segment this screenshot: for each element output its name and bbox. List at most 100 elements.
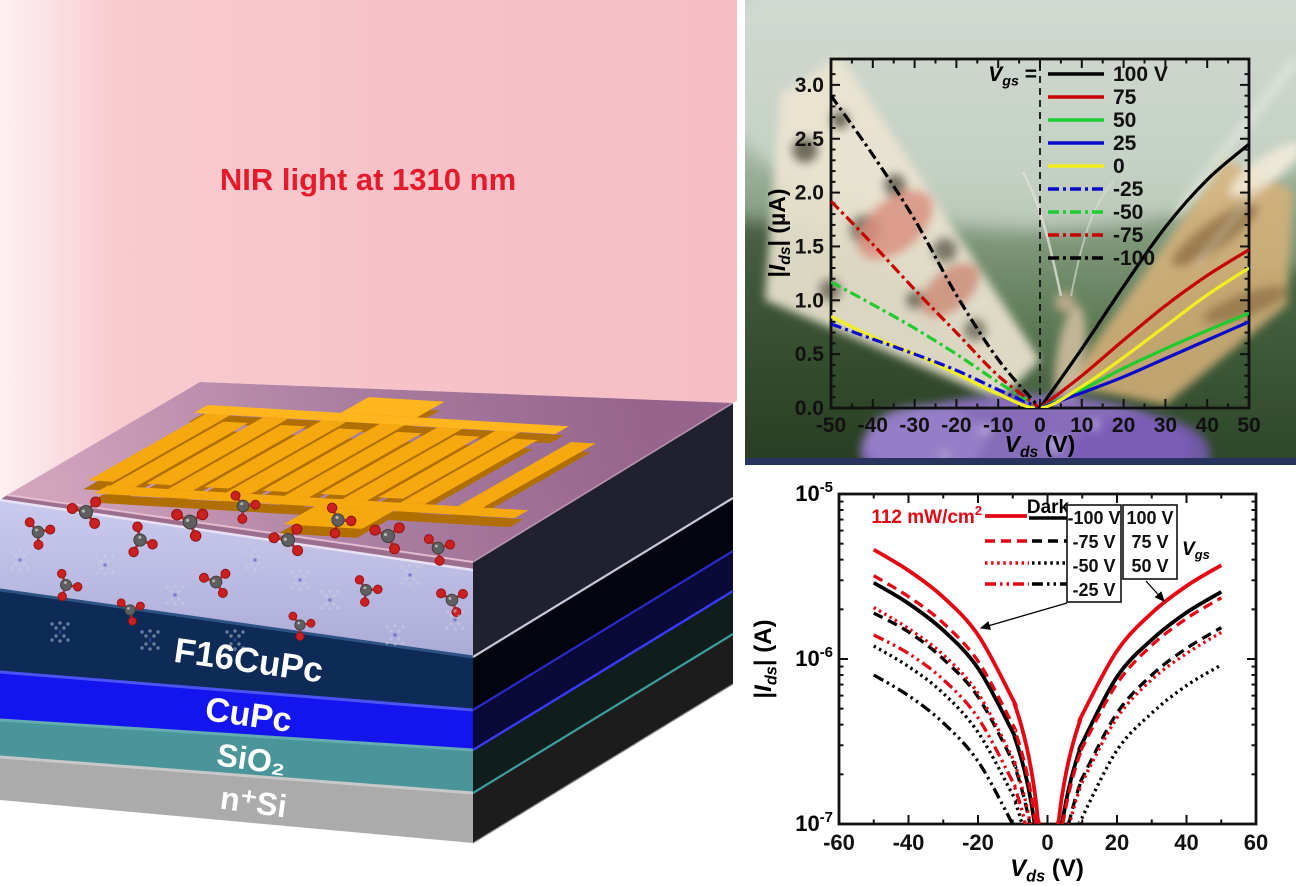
legend-entry-label: 75 bbox=[1113, 86, 1137, 109]
electrodes bbox=[88, 397, 596, 529]
y-tick-label: 1.0 bbox=[795, 289, 824, 312]
co2-molecule-icon bbox=[198, 568, 231, 598]
x-tick-label: 20 bbox=[1112, 414, 1135, 437]
butterfly-left-wing bbox=[765, 55, 1040, 400]
x-tick-label: -60 bbox=[823, 830, 855, 855]
x-axis-label: Vds (V) bbox=[1010, 855, 1084, 885]
x-tick-label: 0 bbox=[1041, 830, 1053, 855]
device-schematic-panel: NIR light at 1310 nm bbox=[0, 0, 737, 844]
x-axis-label: Vds (V) bbox=[1005, 431, 1076, 461]
electrode-finger bbox=[226, 428, 364, 494]
curves bbox=[872, 548, 1223, 824]
y-tick-label: 2.0 bbox=[795, 182, 824, 205]
dark-vs-light-chart: -60 -40 -20 0 20 40 60 10-5 10-6 10-7 Vds (V) |Ids|… bbox=[745, 465, 1296, 886]
y-tick-label: 10-5 bbox=[795, 479, 833, 506]
curve-vgs-25 bbox=[1039, 320, 1249, 408]
y-tick-label: 2.5 bbox=[795, 128, 825, 151]
x-tick-label: 40 bbox=[1196, 414, 1219, 437]
co2-molecule-icon bbox=[423, 534, 455, 566]
annotation-arrow bbox=[979, 602, 1068, 630]
organic-molecule-icon bbox=[95, 554, 115, 576]
x-tick-label: 50 bbox=[1237, 414, 1260, 437]
nir-beam bbox=[0, 0, 737, 499]
gate-axis-label: Vgs bbox=[1182, 539, 1210, 562]
x-tick-label: 30 bbox=[1154, 414, 1177, 437]
organic-molecule-icon bbox=[50, 621, 70, 643]
co2-molecule-icon bbox=[436, 588, 468, 618]
gate-voltage-entry: -25 V bbox=[1072, 580, 1115, 600]
legend-entry-label: 25 bbox=[1113, 132, 1137, 155]
gate-voltage-entry: 100 V bbox=[1126, 508, 1173, 528]
co2-molecule-icon bbox=[369, 522, 405, 555]
x-tick-label: -40 bbox=[893, 830, 925, 855]
curve-dark-dotted bbox=[1077, 663, 1223, 824]
co2-molecule-icon bbox=[66, 496, 102, 529]
y-axis-label: |Ids| (A) bbox=[750, 619, 780, 698]
butterfly-photo-background bbox=[745, 0, 1296, 465]
drain-bus-bar bbox=[94, 485, 529, 519]
legend: 112 mW/cm2 Dark-100 V -75 V -50 V -25 V 100 V… bbox=[871, 497, 1210, 630]
organic-molecule-icon bbox=[165, 584, 185, 606]
curve-illuminated-dotted bbox=[872, 606, 1033, 824]
curve-vgs--25 bbox=[831, 322, 1041, 408]
x-tick-label: 0 bbox=[1034, 414, 1046, 437]
curve-vgs--50 bbox=[831, 280, 1041, 408]
curve-illuminated-solid bbox=[872, 548, 1042, 824]
curve-illuminated-dashed bbox=[1060, 596, 1223, 824]
co2-molecule-icon bbox=[128, 521, 158, 558]
device-side-faces bbox=[472, 403, 734, 844]
layer-nsi-front bbox=[0, 757, 473, 843]
co2-molecule-icon bbox=[24, 517, 56, 550]
electrode-finger bbox=[378, 430, 521, 499]
curve-dark-dotted bbox=[872, 644, 1024, 824]
x-tick-label: 20 bbox=[1105, 830, 1129, 855]
x-tick-label: 40 bbox=[1174, 830, 1198, 855]
co2-molecule-icon bbox=[268, 523, 304, 557]
electrode-finger bbox=[262, 423, 405, 492]
y-tick-label: 10-6 bbox=[795, 644, 833, 671]
electrode-finger bbox=[146, 417, 289, 486]
curve-illuminated-dashed bbox=[872, 574, 1038, 824]
bottom-plot: -60 -40 -20 0 20 40 60 10-5 10-6 10-7 Vds (V) |Ids|… bbox=[750, 479, 1268, 886]
curve-illuminated-dashdotdot bbox=[872, 633, 1027, 824]
nir-beam-label: NIR light at 1310 nm bbox=[220, 162, 516, 197]
curve-vgs--100 bbox=[831, 94, 1042, 408]
top-surface-right-edge bbox=[472, 402, 734, 563]
f16cupc-top-edge bbox=[0, 588, 474, 659]
y-tick-label: 0.5 bbox=[795, 343, 825, 366]
curve-vgs-100V bbox=[1038, 142, 1249, 408]
y-tick-label: 3.0 bbox=[795, 74, 824, 97]
x-tick-label: -50 bbox=[816, 414, 846, 437]
x-tick-label: -20 bbox=[941, 414, 971, 437]
x-tick-label: -10 bbox=[983, 414, 1013, 437]
cupc-top-edge bbox=[0, 670, 474, 712]
organic-molecule-icon bbox=[140, 629, 160, 651]
co2-molecule-icon bbox=[326, 502, 357, 539]
nsi-top-edge bbox=[0, 755, 474, 795]
side-cupc bbox=[473, 551, 733, 750]
sio2-top-edge bbox=[0, 718, 474, 752]
legend-entry-label: -50 bbox=[1113, 201, 1143, 224]
electrode-finger bbox=[342, 435, 480, 501]
electrode-finger bbox=[168, 424, 306, 491]
y-tick-label: 0.0 bbox=[795, 397, 824, 420]
electrode-finger bbox=[284, 431, 422, 498]
x-tick-label: 60 bbox=[1244, 830, 1268, 855]
curve-illuminated-solid bbox=[1055, 563, 1223, 824]
x-tick-label: -30 bbox=[899, 414, 929, 437]
curve-dark-dashdotdot bbox=[872, 673, 1017, 824]
side-f16cupc bbox=[473, 498, 733, 710]
legend-entry-label: -75 bbox=[1113, 224, 1144, 247]
positive-gate-box bbox=[1122, 504, 1178, 580]
annotation-arrow bbox=[1145, 580, 1165, 602]
organic-molecule-icon bbox=[245, 549, 265, 571]
co2-molecule-icon bbox=[116, 598, 145, 626]
legend-title: Vgs = bbox=[988, 63, 1037, 90]
x-tick-label: 10 bbox=[1070, 414, 1093, 437]
curves bbox=[831, 94, 1249, 408]
layer-cupc-front bbox=[0, 672, 473, 750]
gate-voltage-entry: -75 V bbox=[1072, 532, 1115, 552]
source-bus-bar bbox=[193, 405, 569, 435]
source-contact-pad bbox=[340, 397, 445, 418]
